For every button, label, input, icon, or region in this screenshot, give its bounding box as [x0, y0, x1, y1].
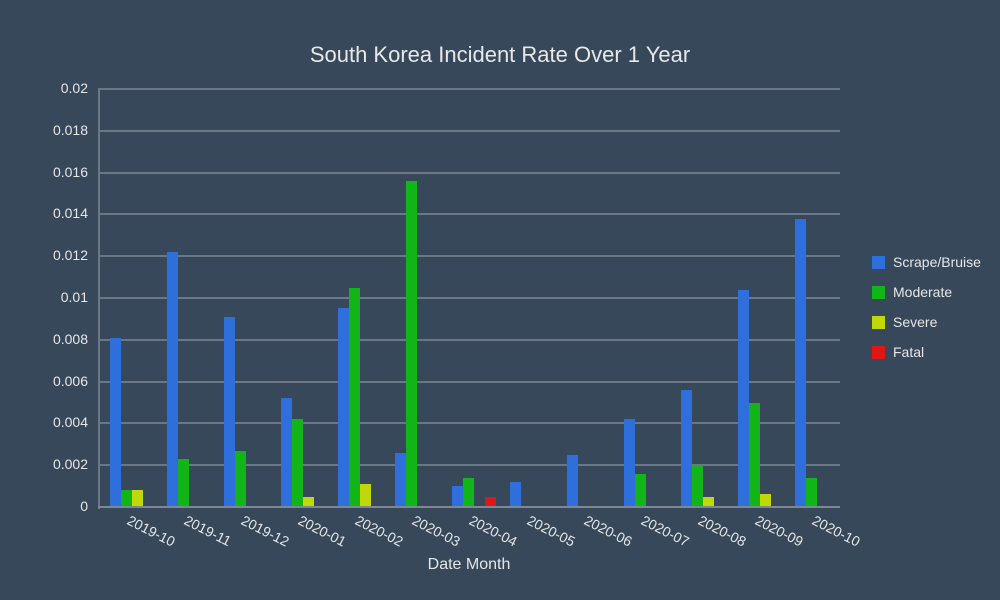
- legend-label: Severe: [893, 314, 938, 330]
- gridline: [98, 380, 840, 383]
- bar[interactable]: [360, 484, 372, 507]
- bar[interactable]: [634, 473, 646, 507]
- bar[interactable]: [303, 496, 315, 507]
- y-tick-label: 0: [80, 498, 88, 514]
- bar[interactable]: [794, 218, 806, 507]
- legend-label: Scrape/Bruise: [893, 254, 981, 270]
- bar[interactable]: [452, 486, 464, 507]
- legend-item[interactable]: Scrape/Bruise: [872, 247, 981, 277]
- x-tick-label: 2020-03: [410, 512, 464, 550]
- gridline: [98, 88, 840, 90]
- bar[interactable]: [224, 316, 236, 507]
- legend-label: Fatal: [893, 344, 925, 360]
- gridline: [98, 129, 840, 132]
- bar[interactable]: [702, 496, 714, 507]
- gridline: [98, 338, 840, 341]
- bar[interactable]: [623, 419, 635, 507]
- legend-swatch-icon: [872, 285, 885, 299]
- bar[interactable]: [178, 458, 190, 507]
- y-tick-label: 0.014: [52, 205, 88, 222]
- bar[interactable]: [121, 490, 132, 507]
- x-tick-label: 2019-12: [238, 512, 292, 550]
- legend-swatch-icon: [872, 255, 885, 269]
- bar[interactable]: [406, 180, 418, 507]
- bar[interactable]: [485, 496, 497, 507]
- bar[interactable]: [805, 477, 817, 507]
- bar[interactable]: [349, 287, 361, 507]
- legend-label: Moderate: [893, 284, 953, 300]
- y-axis-line: [98, 89, 100, 509]
- bar[interactable]: [737, 289, 749, 507]
- y-tick-label: 0.012: [52, 247, 88, 264]
- x-tick-label: 2020-10: [809, 512, 863, 550]
- x-tick-label: 2020-06: [581, 512, 635, 550]
- gridline: [98, 422, 840, 425]
- legend: Scrape/Bruise Moderate Severe Fatal: [872, 247, 981, 367]
- gridline: [98, 171, 840, 174]
- bar[interactable]: [395, 452, 407, 507]
- legend-item[interactable]: Fatal: [872, 337, 981, 367]
- bar[interactable]: [759, 494, 771, 507]
- legend-item[interactable]: Moderate: [872, 277, 981, 307]
- bar[interactable]: [691, 465, 703, 507]
- y-tick-label: 0.016: [52, 163, 88, 180]
- gridline: [98, 213, 840, 216]
- bar[interactable]: [292, 419, 304, 507]
- bar[interactable]: [509, 481, 521, 507]
- legend-item[interactable]: Severe: [872, 307, 981, 337]
- bar[interactable]: [680, 389, 692, 507]
- gridline: [98, 464, 840, 467]
- x-tick-label: 2019-10: [124, 512, 178, 550]
- y-tick-label: 0.006: [52, 372, 88, 389]
- bar[interactable]: [167, 252, 179, 507]
- gridline: [98, 297, 840, 299]
- legend-swatch-icon: [872, 315, 885, 329]
- bar[interactable]: [463, 477, 475, 507]
- y-tick-label: 0.004: [52, 414, 88, 431]
- bar[interactable]: [748, 402, 760, 507]
- x-tick-label: 2020-04: [467, 512, 521, 550]
- chart-title: South Korea Incident Rate Over 1 Year: [309, 42, 691, 67]
- x-tick-label: 2020-07: [638, 512, 692, 550]
- x-tick-label: 2020-09: [752, 512, 806, 550]
- x-tick-label: 2019-11: [181, 512, 234, 550]
- bar[interactable]: [566, 454, 578, 507]
- legend-swatch-icon: [872, 345, 885, 359]
- bar[interactable]: [338, 308, 350, 507]
- y-tick-label: 0.02: [60, 80, 88, 96]
- bar[interactable]: [235, 450, 247, 507]
- x-tick-label: 2020-08: [695, 512, 749, 550]
- gridline: [98, 255, 840, 258]
- x-tick-label: 2020-01: [295, 512, 350, 550]
- bar[interactable]: [110, 337, 121, 507]
- plot-area: [98, 88, 840, 507]
- x-tick-label: 2020-02: [353, 512, 407, 550]
- y-tick-label: 0.008: [52, 330, 88, 347]
- x-tick-label: 2020-05: [524, 512, 578, 550]
- x-axis-line: [98, 506, 840, 508]
- y-tick-label: 0.01: [60, 289, 88, 305]
- y-tick-label: 0.018: [52, 121, 88, 138]
- y-tick-label: 0.002: [52, 456, 88, 473]
- bar[interactable]: [281, 398, 293, 507]
- x-axis-label: Date Month: [427, 556, 511, 573]
- bar[interactable]: [132, 490, 143, 507]
